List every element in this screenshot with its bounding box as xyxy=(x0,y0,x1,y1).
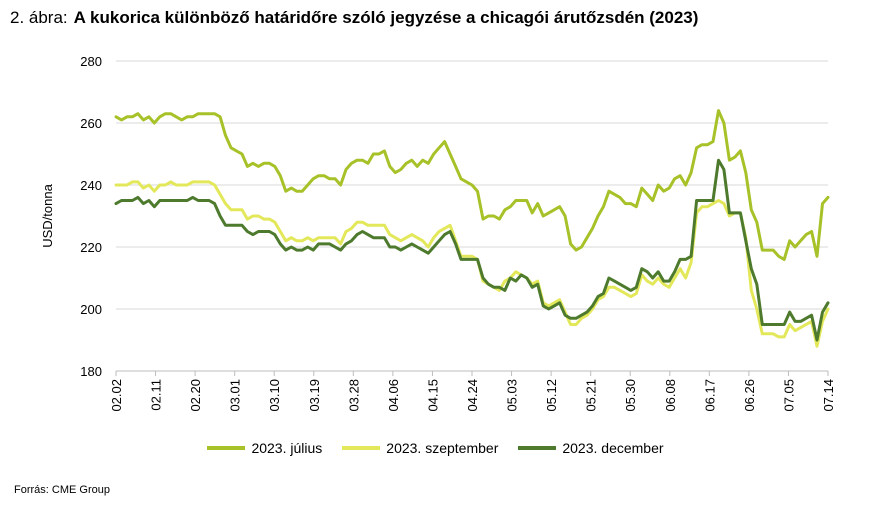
x-tick-label: 04.24 xyxy=(465,379,480,412)
series-lines xyxy=(114,109,830,348)
x-tick-label: 03.01 xyxy=(228,379,243,412)
y-tick-label: 220 xyxy=(80,240,102,255)
x-tick-label: 03.28 xyxy=(346,379,361,412)
legend-item-september: 2023. szeptember xyxy=(342,440,498,456)
x-tick-label: 05.12 xyxy=(544,379,559,412)
x-tick-label: 06.08 xyxy=(663,379,678,412)
y-tick-label: 240 xyxy=(80,178,102,193)
y-tick-label: 200 xyxy=(80,302,102,317)
y-tick-label: 280 xyxy=(80,54,102,69)
legend-swatch-july xyxy=(207,446,246,450)
legend-swatch-december xyxy=(518,446,557,450)
y-tick-label: 180 xyxy=(80,364,102,379)
legend-item-december: 2023. december xyxy=(518,440,664,456)
legend-item-july: 2023. július xyxy=(207,440,322,456)
x-tick-label: 05.21 xyxy=(584,379,599,412)
legend-label-july: 2023. július xyxy=(251,440,323,456)
x-tick-label: 02.02 xyxy=(109,379,124,412)
series-line-july xyxy=(114,109,830,261)
x-tick-label: 06.26 xyxy=(742,379,757,412)
x-tick-label: 04.15 xyxy=(425,379,440,412)
x-axis-ticks: 02.02 02.11 02.20 03.01 03.10 03.19 03.28 04.06… xyxy=(109,371,836,412)
x-tick-label: 06.17 xyxy=(702,379,717,412)
x-tick-label: 07.05 xyxy=(781,379,796,412)
x-tick-label: 05.30 xyxy=(623,379,638,412)
y-axis-ticks: 180 200 220 240 260 280 xyxy=(80,54,102,379)
x-tick-label: 02.20 xyxy=(188,379,203,412)
x-tick-label: 04.06 xyxy=(386,379,401,412)
legend: 2023. július 2023. szeptember 2023. dece… xyxy=(0,440,871,456)
chart-title: A kukorica különböző határidőre szóló je… xyxy=(73,8,699,27)
y-tick-label: 260 xyxy=(80,116,102,131)
legend-label-december: 2023. december xyxy=(562,440,664,456)
x-tick-label: 03.10 xyxy=(267,379,282,412)
series-line-september xyxy=(114,180,830,348)
x-tick-label: 02.11 xyxy=(149,379,164,411)
y-axis-label: USD/tonna xyxy=(40,183,55,247)
legend-label-september: 2023. szeptember xyxy=(386,440,499,456)
x-tick-label: 03.19 xyxy=(307,379,322,412)
x-tick-label: 05.03 xyxy=(505,379,520,412)
series-line-december xyxy=(114,158,830,342)
x-tick-label: 07.14 xyxy=(821,379,836,412)
source-note: Forrás: CME Group xyxy=(14,484,110,496)
figure-title: 2. ábra: A kukorica különböző határidőre … xyxy=(10,8,698,28)
legend-swatch-september xyxy=(342,446,381,450)
figure-number: 2. ábra: xyxy=(10,8,68,27)
